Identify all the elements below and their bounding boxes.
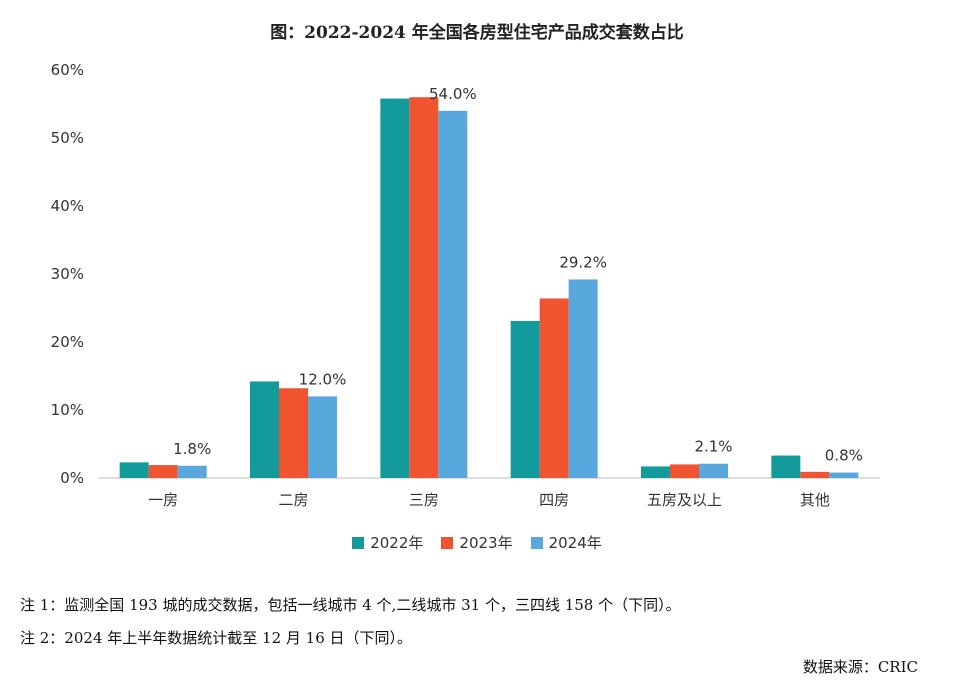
data-labels: 1.8% 12.0% 54.0% 29.2% 2.1% 0.8% (173, 85, 863, 465)
bar-2024年-五房及以上 (699, 463, 728, 478)
legend-label: 2022年 (370, 534, 424, 552)
data-label: 1.8% (173, 440, 211, 458)
bar-2022年-二房 (250, 381, 279, 478)
bar-2024年-一房 (177, 465, 207, 478)
bar-2023年-五房及以上 (670, 464, 699, 478)
chart-title: 图：2022-2024 年全国各房型住宅产品成交套数占比 (270, 23, 684, 43)
bar-2023年-一房 (148, 465, 178, 478)
bar-2023年-二房 (279, 388, 308, 478)
data-label: 54.0% (429, 85, 477, 103)
note-2: 注 2：2024 年上半年数据统计截至 12 月 16 日（下同）。 (20, 629, 413, 647)
x-tick-label: 四房 (539, 491, 569, 509)
y-axis-ticks: 0% 10% 20% 30% 40% 50% 60% (51, 61, 84, 487)
y-tick-label: 60% (51, 61, 84, 79)
bar-2022年-四房 (510, 320, 540, 478)
legend-swatch (530, 536, 543, 549)
data-label: 12.0% (299, 370, 347, 388)
y-tick-label: 40% (51, 197, 84, 215)
bar-2024年-二房 (308, 396, 337, 478)
x-tick-label: 三房 (409, 491, 439, 509)
bar-2022年-一房 (119, 462, 149, 478)
note-1: 注 1：监测全国 193 城的成交数据，包括一线城市 4 个,二线城市 31 个… (20, 596, 681, 614)
x-tick-label: 二房 (278, 491, 308, 509)
data-label: 0.8% (825, 447, 863, 465)
legend-item: 2023年 (441, 532, 513, 553)
legend: 2022年 2023年 2024年 (0, 532, 954, 553)
bar-2023年-其他 (800, 471, 830, 478)
bar-2022年-三房 (380, 98, 410, 478)
bar-2023年-四房 (539, 298, 569, 478)
bar-2024年-三房 (438, 110, 468, 479)
x-tick-label: 一房 (148, 491, 178, 509)
legend-swatch (441, 536, 454, 549)
bar-2023年-三房 (409, 97, 439, 478)
bars (119, 97, 859, 479)
legend-label: 2023年 (459, 534, 513, 552)
y-tick-label: 0% (60, 469, 84, 487)
y-tick-label: 30% (51, 265, 84, 283)
bar-2024年-四房 (568, 279, 598, 478)
source-text: 数据来源：CRIC (802, 658, 918, 676)
bar-2024年-其他 (829, 472, 859, 478)
bar-2022年-其他 (771, 455, 801, 478)
y-tick-label: 50% (51, 129, 84, 147)
legend-item: 2024年 (530, 532, 602, 553)
legend-label: 2024年 (548, 534, 602, 552)
x-axis-labels: 一房 二房 三房 四房 五房及以上 其他 (148, 491, 830, 509)
y-tick-label: 10% (51, 401, 84, 419)
x-tick-label: 其他 (800, 491, 830, 509)
legend-item: 2022年 (352, 532, 423, 553)
legend-swatch (352, 536, 365, 549)
x-tick-label: 五房及以上 (647, 491, 722, 509)
data-label: 2.1% (694, 438, 732, 456)
bar-2022年-五房及以上 (641, 466, 670, 478)
data-label: 29.2% (559, 253, 607, 271)
y-tick-label: 20% (51, 333, 84, 351)
